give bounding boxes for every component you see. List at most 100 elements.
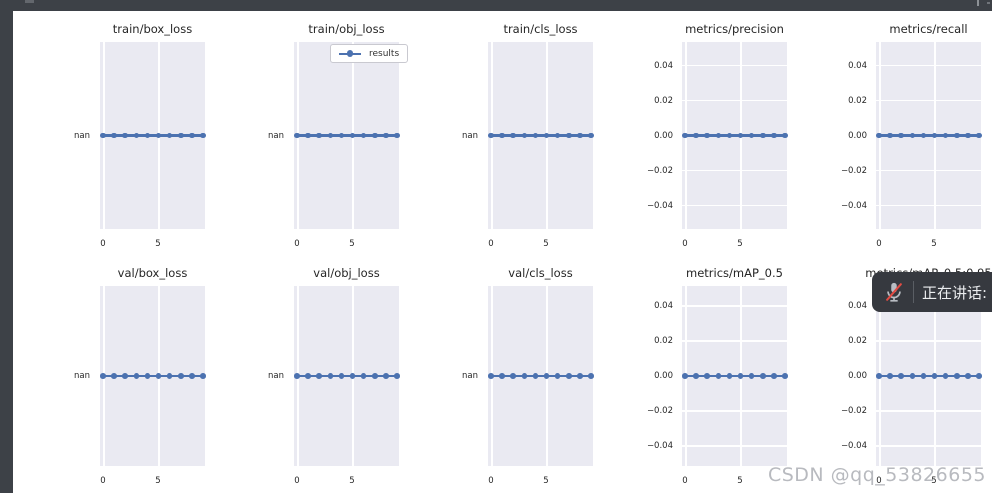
data-point (715, 132, 722, 139)
data-point (554, 132, 561, 139)
series-line-results (103, 374, 203, 378)
data-point (920, 132, 927, 139)
y-tick-label: 0.04 (848, 301, 867, 311)
data-point (166, 132, 173, 139)
data-point (394, 373, 400, 379)
data-point (748, 132, 755, 139)
x-tick-label: 5 (737, 476, 743, 486)
x-tick-label: 5 (155, 239, 161, 249)
data-point (965, 132, 971, 139)
y-gridline (682, 305, 787, 307)
data-point (532, 132, 539, 139)
data-point (133, 373, 140, 379)
y-tick-label: −0.02 (646, 165, 673, 176)
x-tick-label: 5 (349, 476, 355, 486)
x-tick-label: 0 (100, 476, 106, 486)
data-point (200, 132, 206, 139)
data-point (887, 132, 893, 139)
y-tick-label: −0.02 (646, 406, 673, 416)
titlebar-dot-mark (987, 2, 990, 4)
y-gridline (682, 204, 787, 207)
data-point (682, 373, 688, 379)
plot-title-train-box_loss: train/box_loss (112, 22, 193, 36)
data-point (294, 373, 300, 379)
data-point (144, 132, 151, 139)
data-point (953, 132, 960, 139)
plot-title-metrics-precision: metrics/precision (685, 22, 784, 36)
x-tick-label: 5 (543, 476, 549, 486)
y-gridline (682, 340, 787, 342)
y-tick-label: 0.00 (848, 130, 867, 141)
data-point (155, 373, 162, 379)
data-point (360, 132, 367, 139)
titlebar-cursor-mark (977, 0, 979, 6)
data-point (965, 373, 971, 379)
x-tick-label: 0 (100, 239, 106, 249)
y-tick-label-nan: nan (268, 130, 284, 141)
data-point (122, 373, 129, 379)
data-point (771, 373, 777, 379)
data-point (316, 373, 323, 379)
microphone-muted-icon[interactable] (883, 280, 905, 304)
data-point (111, 132, 117, 139)
legend-marker-dot (347, 50, 354, 57)
x-tick-label: 0 (294, 476, 300, 486)
y-gridline (876, 204, 981, 207)
y-gridline (682, 99, 787, 102)
y-tick-label-nan: nan (74, 130, 90, 141)
data-point (554, 373, 561, 379)
window-titlebar (0, 0, 992, 11)
series-line-results (491, 134, 591, 137)
data-point (909, 373, 916, 379)
data-point (155, 132, 162, 139)
series-line-results (297, 134, 397, 137)
data-point (693, 132, 699, 139)
plot-title-metrics-recall: metrics/recall (889, 22, 968, 36)
x-tick-label: 0 (488, 239, 494, 249)
data-point (726, 132, 733, 139)
data-point (693, 373, 699, 379)
series-line-results (685, 134, 785, 137)
y-tick-label-nan: nan (74, 371, 90, 381)
y-gridline (876, 169, 981, 172)
data-point (976, 373, 982, 379)
data-point (942, 132, 949, 139)
data-point (383, 132, 389, 139)
data-point (305, 132, 311, 139)
y-tick-label: 0.04 (654, 60, 673, 71)
watermark: CSDN @qq_53826655 (767, 464, 986, 486)
data-point (876, 373, 882, 379)
y-tick-label-nan: nan (462, 371, 478, 381)
legend-marker-icon (339, 50, 361, 57)
data-point (532, 373, 539, 379)
series-line-results (491, 374, 591, 378)
y-tick-label: −0.02 (840, 406, 867, 416)
data-point (133, 132, 140, 139)
data-point (588, 132, 594, 139)
data-point (759, 373, 766, 379)
y-tick-label: 0.02 (848, 95, 867, 106)
data-point (488, 373, 494, 379)
data-point (499, 373, 505, 379)
plot-title-val-box_loss: val/box_loss (117, 266, 188, 280)
data-point (327, 132, 334, 139)
x-tick-label: 0 (876, 476, 882, 486)
plot-title-train-cls_loss: train/cls_loss (503, 22, 578, 36)
data-point (521, 132, 528, 139)
data-point (111, 373, 117, 379)
series-line-results (297, 374, 397, 378)
data-point (316, 132, 323, 139)
data-point (931, 132, 938, 139)
y-tick-label: −0.04 (840, 441, 867, 451)
data-point (294, 132, 300, 139)
x-tick-label: 0 (682, 476, 688, 486)
data-point (338, 373, 345, 379)
data-point (909, 132, 916, 139)
data-point (704, 373, 711, 379)
y-gridline (682, 169, 787, 172)
data-point (898, 132, 905, 139)
data-point (327, 373, 334, 379)
y-gridline (876, 340, 981, 342)
data-point (565, 132, 572, 139)
